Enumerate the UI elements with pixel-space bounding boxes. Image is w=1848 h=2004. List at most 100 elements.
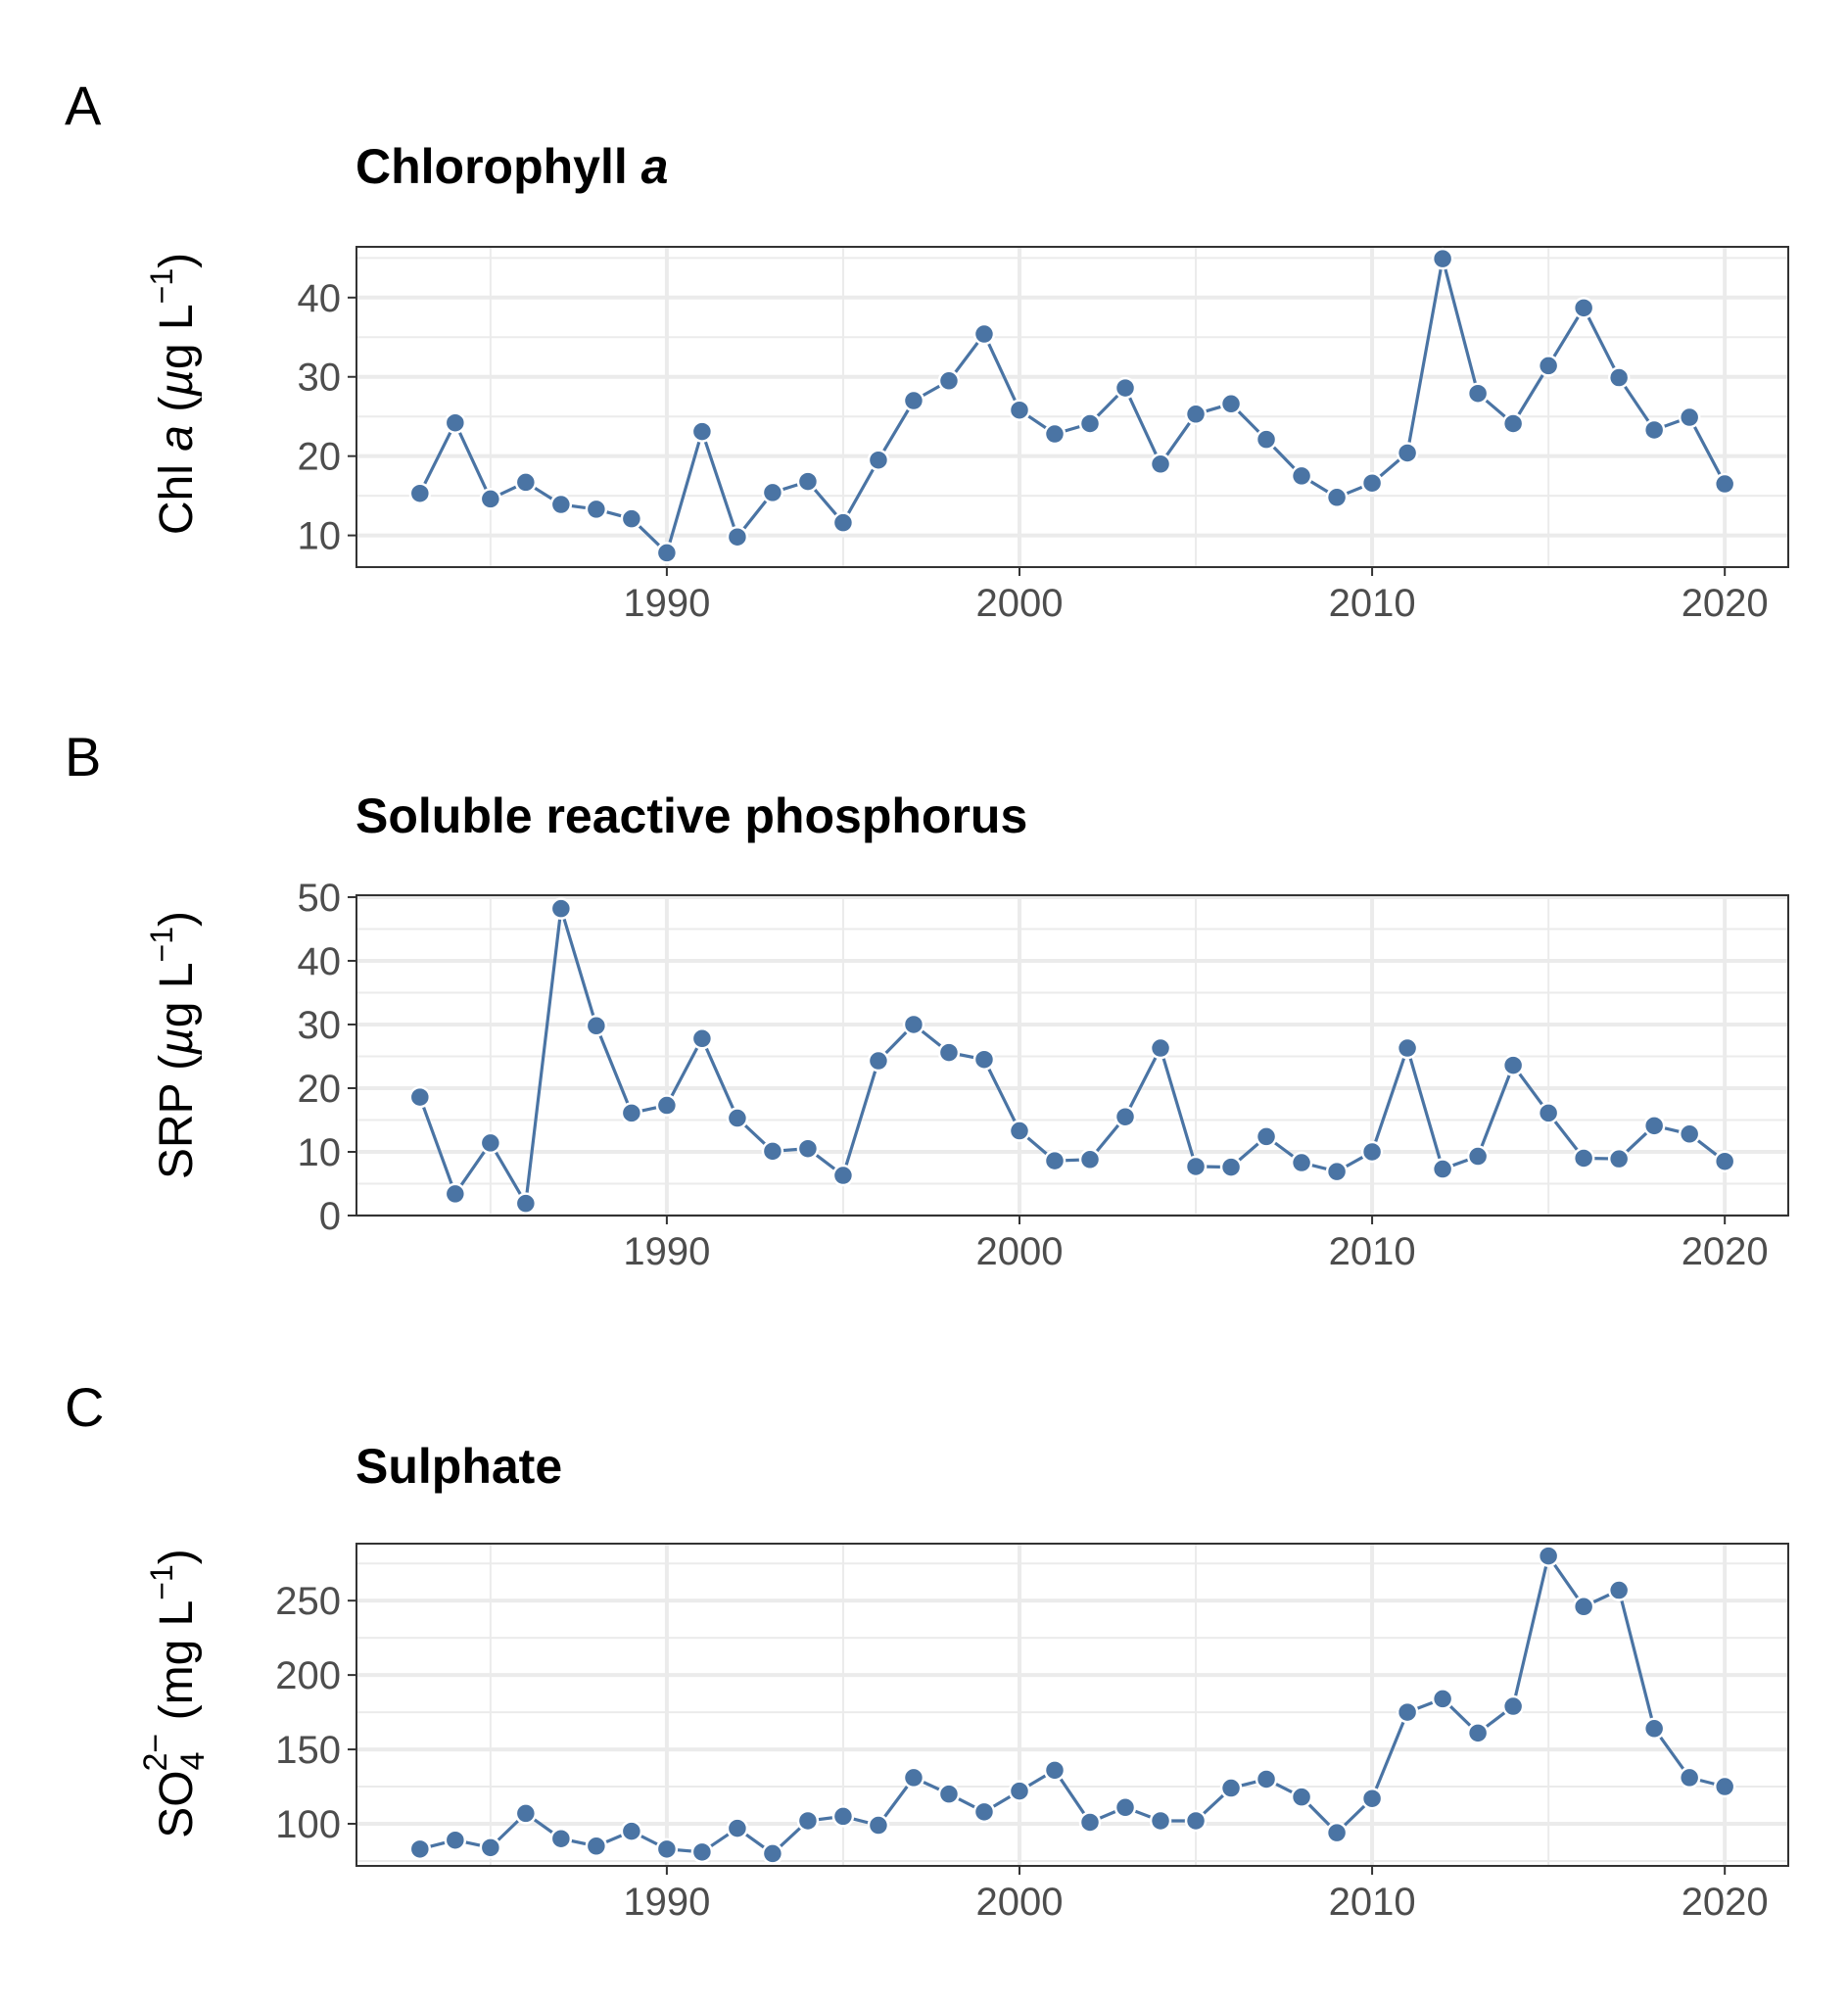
- panel-b-data-point: [726, 1107, 749, 1129]
- panel-b-data-point: [549, 897, 573, 920]
- panel-b-y-tick-label: 10: [298, 1131, 342, 1174]
- panel-a-data-point: [831, 511, 855, 534]
- panel-a-data-point: [1255, 428, 1278, 451]
- panel-a-data-point: [867, 449, 890, 471]
- panel-c-data-point: [1219, 1777, 1243, 1799]
- panel-c-data-point: [867, 1814, 890, 1837]
- panel-a-title: Chlorophyll a: [355, 139, 668, 194]
- panel-b-data-point: [1325, 1160, 1349, 1183]
- panel-a-data-point: [902, 389, 925, 412]
- panel-b-data-point: [655, 1094, 679, 1117]
- panel-c-data-point: [444, 1829, 467, 1851]
- panel-b-y-tick-label: 30: [298, 1004, 342, 1047]
- panel-c-ylabel: SO42− (mg L−1): [137, 1549, 212, 1838]
- panel-b-data-point: [479, 1131, 502, 1155]
- panel-b-data-point: [1431, 1158, 1454, 1180]
- panel-a: A Chlorophyll a Chl a (µg L−1) 1990 2000 2…: [65, 74, 1789, 625]
- panel-c-data-point: [1501, 1694, 1525, 1718]
- panel-c-data-point: [1466, 1722, 1490, 1744]
- panel-c-y-tick-label: 200: [275, 1654, 341, 1697]
- panel-c-data-point: [1184, 1809, 1208, 1833]
- panel-c-data-point: [1607, 1579, 1631, 1601]
- panel-a-data-point: [1219, 393, 1243, 415]
- panel-b-data-point: [1149, 1036, 1172, 1060]
- panel-b: B Soluble reactive phosphorus SRP (µg L−…: [65, 726, 1789, 1273]
- panel-b-data-point: [1255, 1125, 1278, 1148]
- panel-c-data-point: [655, 1837, 679, 1861]
- panel-c-data-point: [585, 1835, 608, 1858]
- panel-c-y-tick-label: 100: [275, 1803, 341, 1846]
- panel-c-data-point: [1008, 1780, 1031, 1802]
- panel-a-x-tick-label: 2020: [1682, 582, 1769, 625]
- panel-b-data-point: [1466, 1145, 1490, 1168]
- panel-c-data-point: [1713, 1775, 1736, 1798]
- panel-a-data-point: [1043, 422, 1066, 446]
- panel-a-data-point: [655, 542, 679, 564]
- panel-b-data-point: [1537, 1102, 1560, 1124]
- panel-b-data-point: [1078, 1148, 1102, 1171]
- panel-c-x-tick-label: 1990: [623, 1881, 710, 1924]
- panel-a-data-point: [549, 493, 573, 516]
- panel-a-data-point: [1008, 399, 1031, 421]
- panel-b-y-tick-label: 40: [298, 940, 342, 983]
- panel-a-data-point: [1713, 472, 1736, 496]
- panel-c-data-point: [902, 1766, 925, 1789]
- panel-a-data-point: [514, 471, 538, 494]
- panel-b-data-point: [1008, 1120, 1031, 1142]
- panel-b-tag: B: [65, 726, 101, 787]
- panel-b-data-point: [796, 1137, 820, 1160]
- panel-a-data-point: [1572, 297, 1595, 319]
- panel-b-x-tick-label: 2010: [1329, 1230, 1416, 1273]
- panel-a-data-point: [1431, 247, 1454, 270]
- panel-b-data-point: [1043, 1149, 1066, 1172]
- panel-a-data-point: [444, 411, 467, 434]
- panel-c-data-point: [937, 1783, 961, 1805]
- panel-b-data-point: [831, 1164, 855, 1187]
- panel-a-ylabel: Chl a (µg L−1): [144, 253, 203, 535]
- panel-b-y-tick-label: 20: [298, 1068, 342, 1111]
- panel-c-data-point: [1572, 1596, 1595, 1618]
- panel-a-y-tick-label: 30: [298, 357, 342, 400]
- panel-b-data-point: [444, 1182, 467, 1206]
- panel-a-data-point: [1466, 382, 1490, 405]
- panel-b-data-point: [761, 1140, 784, 1163]
- panel-b-data-point: [620, 1102, 643, 1124]
- panel-a-data-point: [1078, 412, 1102, 435]
- panel-b-data-point: [1713, 1150, 1736, 1172]
- panel-b-x-tick-label: 2020: [1682, 1230, 1769, 1273]
- panel-b-data-point: [408, 1085, 432, 1109]
- panel-c-data-point: [1078, 1811, 1102, 1834]
- panel-c-data-point: [690, 1840, 714, 1864]
- panel-c-x-tick-label: 2020: [1682, 1881, 1769, 1924]
- panel-c-y-tick-label: 250: [275, 1580, 341, 1623]
- panel-a-data-point: [1325, 486, 1349, 509]
- panel-b-data-point: [690, 1027, 714, 1050]
- panel-a-data-point: [1678, 406, 1701, 429]
- panel-c-data-point: [1149, 1809, 1172, 1833]
- panel-b-plot: 1990 2000 2010 2020 0 10 20 30 40 50: [298, 877, 1789, 1273]
- panel-c-title: Sulphate: [355, 1439, 562, 1494]
- panel-c-frame: [355, 1543, 1789, 1867]
- panel-b-data-point: [1219, 1156, 1243, 1178]
- panel-b-ylabel: SRP (µg L−1): [144, 911, 203, 1179]
- panel-a-data-point: [690, 420, 714, 443]
- panel-a-data-point: [972, 322, 996, 346]
- panel-b-data-point: [1184, 1155, 1208, 1178]
- panel-a-series-line: [418, 258, 1727, 556]
- panel-c-data-point: [1678, 1766, 1701, 1789]
- panel-c-data-point: [1537, 1545, 1560, 1567]
- panel-b-x-tick-label: 1990: [623, 1230, 710, 1273]
- panel-a-data-point: [1360, 471, 1384, 495]
- panel-b-data-point: [937, 1041, 961, 1064]
- panel-c-y-tick-label: 150: [275, 1729, 341, 1772]
- panel-b-data-point: [1360, 1140, 1384, 1164]
- panel-a-data-point: [1184, 403, 1208, 426]
- panel-a-data-point: [1149, 453, 1172, 476]
- panel-c-data-point: [972, 1800, 996, 1824]
- panel-a-data-point: [1501, 412, 1525, 435]
- panel-a-y-tick-label: 40: [298, 277, 342, 320]
- panel-c-data-point: [1290, 1786, 1313, 1808]
- panel-b-data-point: [1290, 1151, 1313, 1174]
- panel-b-data-point: [1114, 1105, 1137, 1128]
